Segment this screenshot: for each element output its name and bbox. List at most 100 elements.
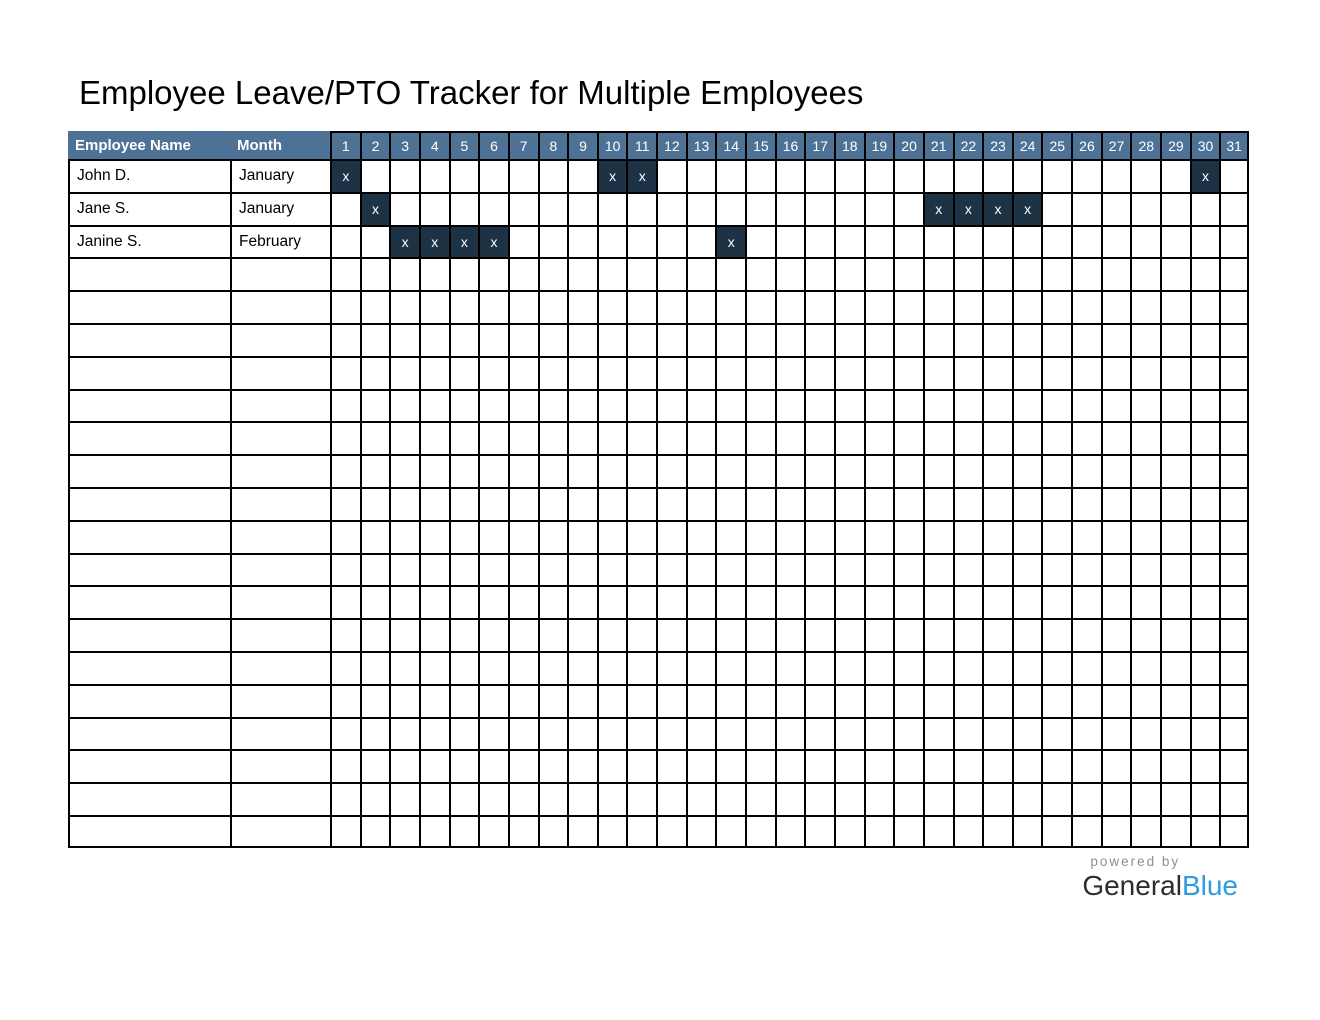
day-cell[interactable]: [418, 388, 449, 422]
day-cell[interactable]: [1160, 322, 1190, 356]
day-cell[interactable]: [1011, 650, 1042, 684]
day-cell[interactable]: [596, 814, 627, 848]
day-cell[interactable]: [833, 552, 864, 586]
day-cell[interactable]: [833, 224, 864, 258]
day-cell[interactable]: [715, 552, 746, 586]
day-cell[interactable]: [863, 486, 894, 520]
month-cell[interactable]: February: [230, 224, 330, 258]
day-cell[interactable]: [1160, 454, 1190, 487]
day-cell[interactable]: [330, 322, 360, 356]
day-cell[interactable]: [685, 355, 716, 389]
day-cell[interactable]: [1219, 519, 1249, 553]
day-cell[interactable]: [1041, 716, 1072, 750]
day-cell[interactable]: [952, 618, 983, 651]
day-cell[interactable]: [596, 322, 627, 356]
day-cell[interactable]: [1189, 355, 1220, 389]
day-cell[interactable]: [1160, 716, 1190, 750]
day-cell[interactable]: [1219, 224, 1249, 258]
month-cell[interactable]: [230, 782, 330, 815]
day-cell[interactable]: [1160, 486, 1190, 520]
day-cell[interactable]: [952, 519, 983, 553]
day-cell[interactable]: [1130, 224, 1161, 258]
day-cell-marked[interactable]: x: [922, 191, 953, 225]
day-cell[interactable]: [893, 486, 923, 520]
day-cell[interactable]: [1100, 519, 1131, 553]
day-cell[interactable]: [1160, 618, 1190, 651]
day-cell[interactable]: [774, 355, 805, 389]
day-cell-marked[interactable]: x: [1189, 159, 1220, 192]
day-cell[interactable]: [567, 782, 597, 815]
day-cell[interactable]: [537, 814, 568, 848]
day-cell[interactable]: [745, 290, 775, 323]
day-cell[interactable]: [537, 486, 568, 520]
day-cell[interactable]: [685, 519, 716, 553]
day-cell[interactable]: [448, 191, 479, 225]
day-cell[interactable]: [833, 519, 864, 553]
day-cell[interactable]: [330, 454, 360, 487]
day-cell[interactable]: [567, 552, 597, 586]
day-cell[interactable]: [804, 650, 834, 684]
day-cell[interactable]: [626, 519, 657, 553]
day-cell[interactable]: [1189, 224, 1220, 258]
day-cell[interactable]: [418, 257, 449, 291]
day-cell[interactable]: [418, 782, 449, 815]
day-cell[interactable]: [922, 159, 953, 192]
day-cell[interactable]: [478, 618, 508, 651]
day-cell[interactable]: [537, 159, 568, 192]
day-cell[interactable]: [389, 322, 419, 356]
day-cell[interactable]: [448, 716, 479, 750]
day-cell[interactable]: [507, 159, 538, 192]
day-cell[interactable]: [418, 716, 449, 750]
day-cell[interactable]: [448, 486, 479, 520]
day-cell[interactable]: [448, 355, 479, 389]
day-cell[interactable]: [922, 519, 953, 553]
day-cell[interactable]: [774, 290, 805, 323]
day-cell[interactable]: [745, 454, 775, 487]
day-cell[interactable]: [418, 322, 449, 356]
day-cell[interactable]: [715, 683, 746, 717]
day-cell[interactable]: [478, 650, 508, 684]
day-cell[interactable]: [537, 716, 568, 750]
day-cell[interactable]: [656, 355, 686, 389]
day-cell[interactable]: [685, 191, 716, 225]
day-cell-marked[interactable]: x: [330, 159, 360, 192]
day-cell[interactable]: [774, 486, 805, 520]
day-cell[interactable]: [626, 224, 657, 258]
day-cell[interactable]: [478, 421, 508, 455]
day-cell[interactable]: [1011, 749, 1042, 783]
day-cell[interactable]: [922, 224, 953, 258]
day-cell[interactable]: [745, 486, 775, 520]
employee-name-cell[interactable]: [68, 486, 230, 520]
day-cell[interactable]: [656, 454, 686, 487]
day-cell[interactable]: [537, 585, 568, 619]
day-cell[interactable]: [389, 650, 419, 684]
day-cell[interactable]: [1071, 552, 1101, 586]
day-cell[interactable]: [715, 585, 746, 619]
month-cell[interactable]: January: [230, 159, 330, 192]
day-cell[interactable]: [952, 749, 983, 783]
day-cell[interactable]: [389, 355, 419, 389]
day-cell[interactable]: [952, 159, 983, 192]
day-cell[interactable]: [330, 388, 360, 422]
day-cell[interactable]: [418, 159, 449, 192]
day-cell[interactable]: [418, 191, 449, 225]
day-cell[interactable]: [863, 421, 894, 455]
month-cell[interactable]: [230, 322, 330, 356]
day-cell[interactable]: [1041, 159, 1072, 192]
day-cell[interactable]: [656, 618, 686, 651]
day-cell[interactable]: [715, 290, 746, 323]
day-cell[interactable]: [359, 224, 390, 258]
day-cell[interactable]: [1130, 355, 1161, 389]
day-cell[interactable]: [359, 585, 390, 619]
day-cell[interactable]: [537, 552, 568, 586]
day-cell[interactable]: [952, 585, 983, 619]
day-cell[interactable]: [863, 749, 894, 783]
day-cell[interactable]: [982, 257, 1012, 291]
day-cell[interactable]: [656, 519, 686, 553]
day-cell[interactable]: [626, 749, 657, 783]
day-cell[interactable]: [745, 683, 775, 717]
day-cell[interactable]: [478, 322, 508, 356]
day-cell[interactable]: [1011, 290, 1042, 323]
day-cell[interactable]: [1160, 683, 1190, 717]
day-cell[interactable]: [1130, 814, 1161, 848]
